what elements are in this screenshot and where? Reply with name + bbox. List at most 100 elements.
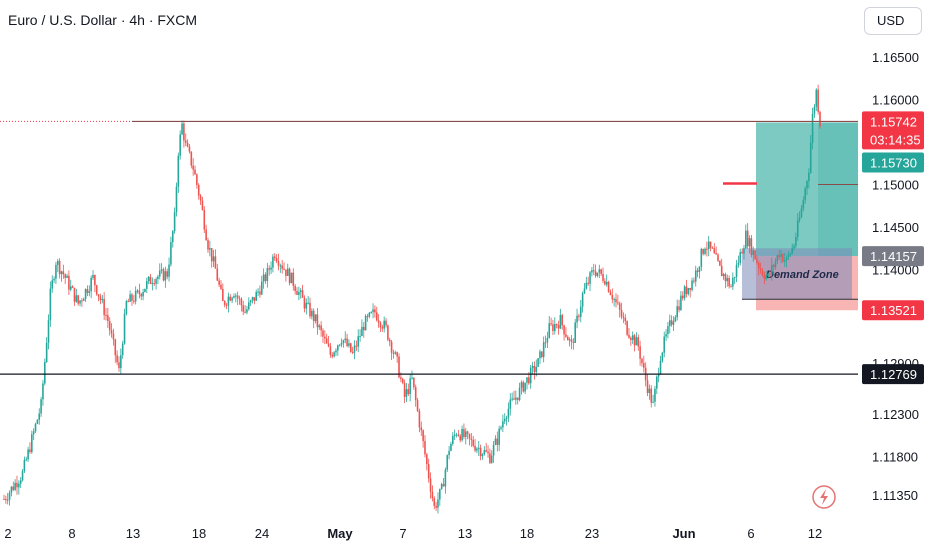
candle-body [796,220,799,237]
candle [390,339,393,360]
candle-body [806,181,808,189]
candle-body [563,325,565,335]
candle [92,270,94,280]
candle [500,425,502,431]
candle [698,266,701,279]
candle-body [681,295,684,299]
candle-body [613,299,615,301]
candle [477,440,480,457]
candle-body [539,351,541,359]
candle [268,265,270,276]
price-tick-label: 1.11800 [872,450,918,465]
candle-body [722,274,725,277]
candle [657,367,660,383]
candle-body [668,320,671,327]
candle-body [229,296,232,301]
candle-body [793,245,795,248]
time-axis[interactable]: 2 8 13 18 24 May 7 13 18 23 Jun 6 12 [4,526,822,541]
candle-body [439,488,441,500]
candle [196,173,198,189]
price-label-line: 1.12769 [862,364,924,385]
alert-icon[interactable] [812,485,836,509]
candle-body [407,389,410,394]
candle [110,323,113,338]
candle [459,434,462,443]
candle [496,431,499,452]
candle [598,264,601,278]
candle-body [566,336,569,341]
candle [90,275,92,299]
candle [288,267,291,286]
candle-body [546,337,549,343]
candle [516,397,519,405]
candle [123,308,126,345]
candle [748,235,751,254]
candle [572,338,575,350]
candle-body [453,434,456,436]
candle [418,408,421,433]
candle-body [114,339,117,356]
time-tick-label: 13 [458,526,472,541]
candle [116,350,118,366]
candle [346,333,348,348]
candle-body [77,295,79,304]
candle [592,263,595,276]
candle-body [190,151,193,166]
candle-body [107,315,109,322]
candle-body [44,361,46,384]
candle [179,130,181,160]
candle [798,211,801,223]
candle-body [27,449,29,460]
candle [745,224,747,249]
candle [394,350,397,355]
currency-button[interactable]: USD [864,7,922,35]
candle [294,284,296,295]
candle [668,314,671,334]
candle-body [592,270,595,272]
candle-body [665,334,667,337]
candle [604,278,606,286]
candle [754,249,756,260]
candle [209,240,211,257]
candle [676,299,678,321]
candle-body [587,282,589,284]
candle [10,486,13,497]
candle [396,351,398,363]
candle [233,293,235,299]
candle-body [524,382,526,392]
candle-body [437,499,439,508]
candle [18,480,20,495]
price-axis[interactable]: 1.165001.160001.150001.145001.140001.129… [858,0,932,550]
zones-layer: Demand Zone [742,122,858,311]
candle [277,253,280,271]
candle [643,355,645,373]
candle [392,349,395,359]
price-tick-label: 1.12300 [872,407,919,422]
candle-body [711,247,714,249]
candle [47,314,50,350]
candle [6,492,9,505]
candle-body [184,140,187,143]
candle [340,338,343,348]
candle-body [756,259,758,263]
candle [259,285,261,298]
candle [353,340,356,360]
candle [162,267,165,282]
time-tick-label: 24 [255,526,269,541]
price-tick-label: 1.14000 [872,263,919,278]
candle-body [607,281,610,292]
candle-body [262,274,265,282]
candle-body [157,276,159,280]
candle-body [709,241,712,248]
candle-body [283,268,285,270]
candle-body [769,273,771,275]
candle [596,272,599,278]
candle [134,286,137,305]
candle-body [12,486,15,490]
candle [260,275,263,296]
candle-body [431,491,434,499]
candle-body [444,469,447,487]
candle [641,357,643,367]
candle [650,385,653,408]
